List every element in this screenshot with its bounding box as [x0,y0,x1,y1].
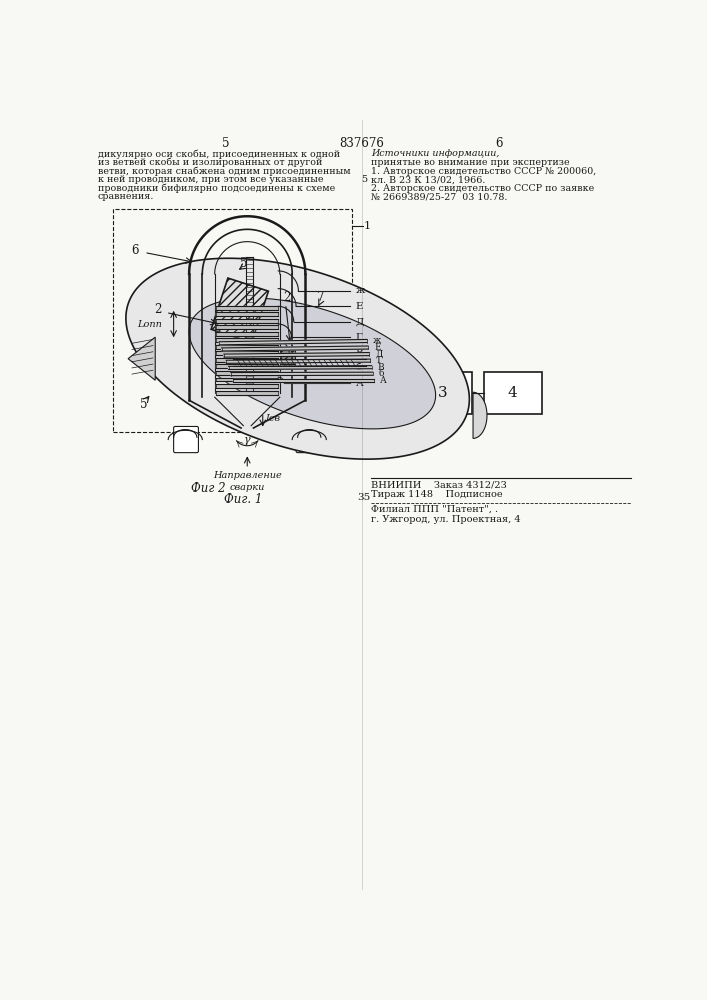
Polygon shape [216,364,279,368]
Text: ж: ж [373,336,381,345]
Text: 2: 2 [154,303,162,316]
Bar [281,350,296,364]
Text: Е: Е [356,302,363,311]
Text: Г: Г [377,356,382,365]
Polygon shape [216,312,279,316]
Text: Направление
сварки: Направление сварки [213,471,281,492]
Text: В: В [356,348,363,357]
Polygon shape [216,391,279,395]
Text: принятые во внимание при экспертизе: принятые во внимание при экспертизе [371,158,570,167]
Text: Д: Д [375,350,382,359]
Text: Е: Е [374,343,381,352]
FancyBboxPatch shape [174,426,199,453]
Text: Филиал ППП "Патент", .: Филиал ППП "Патент", . [371,505,498,514]
Text: 5: 5 [140,398,147,411]
Polygon shape [216,319,279,323]
Text: дикулярно оси скобы, присоединенных к одной: дикулярно оси скобы, присоединенных к од… [98,149,340,159]
Text: б: б [356,363,362,372]
Bar [414,372,472,414]
Polygon shape [221,346,368,351]
Text: из ветвей скобы и изолированных от другой: из ветвей скобы и изолированных от друго… [98,158,322,167]
Text: ветви, которая снабжена одним присоединенным: ветви, которая снабжена одним присоедине… [98,166,350,176]
Polygon shape [216,384,279,388]
Text: 2: 2 [284,291,291,304]
Polygon shape [128,337,156,380]
Text: А: А [356,379,363,388]
Text: б: б [379,369,385,378]
Polygon shape [219,339,367,345]
Polygon shape [224,353,369,357]
Bar [113,209,352,432]
Polygon shape [216,351,279,355]
Text: сравнения.: сравнения. [98,192,154,201]
Text: к ней проводником, при этом все указанные: к ней проводником, при этом все указанны… [98,175,323,184]
Text: В: В [378,363,385,372]
Polygon shape [473,392,487,438]
Text: 6: 6 [496,137,503,150]
Text: 5: 5 [240,257,248,270]
Text: Д: Д [356,317,364,326]
Polygon shape [216,345,279,349]
Text: 6: 6 [131,244,139,257]
Text: 1. Авторское свидетельство СССР № 200060,: 1. Авторское свидетельство СССР № 200060… [371,167,597,176]
Polygon shape [216,332,279,336]
Polygon shape [189,298,436,429]
Text: Тираж 1148    Подписное: Тираж 1148 Подписное [371,490,503,499]
Text: 837676: 837676 [339,137,385,150]
Text: γ: γ [244,435,250,445]
Text: 5: 5 [222,137,229,150]
Polygon shape [216,371,279,375]
Text: Iсв: Iсв [265,414,280,423]
Text: 35: 35 [357,493,370,502]
Text: ВНИИПИ    Заказ 4312/23: ВНИИПИ Заказ 4312/23 [371,480,507,489]
Text: 5: 5 [361,175,368,184]
Polygon shape [126,258,469,459]
Polygon shape [216,358,279,362]
Text: 1: 1 [363,221,370,231]
Polygon shape [216,325,279,329]
Text: 7: 7 [317,291,325,304]
Text: г. Ужгород, ул. Проектная, 4: г. Ужгород, ул. Проектная, 4 [371,515,521,524]
Text: 4: 4 [508,386,518,400]
Text: Фиг. 1: Фиг. 1 [224,493,262,506]
Polygon shape [216,306,279,310]
Text: Источники информации,: Источники информации, [371,149,500,158]
Bar [211,278,269,342]
Polygon shape [216,338,279,342]
Text: ж: ж [356,286,365,295]
Text: проводники бифилярно подсоединены к схеме: проводники бифилярно подсоединены к схем… [98,183,335,193]
Text: Lопп: Lопп [137,320,162,329]
Polygon shape [216,378,279,381]
Text: 3: 3 [438,386,448,400]
Bar [484,372,542,414]
Polygon shape [226,359,370,363]
Text: Фиг 2: Фиг 2 [191,482,226,495]
Polygon shape [233,379,374,382]
Text: Г: Г [356,333,363,342]
Polygon shape [228,366,372,369]
Text: кл. В 23 К 13/02, 1966.: кл. В 23 К 13/02, 1966. [371,175,486,184]
Polygon shape [231,372,373,376]
Text: А: А [380,376,387,385]
FancyBboxPatch shape [296,426,321,453]
Bar [211,278,269,342]
Text: № 2669389/25-27  03 10.78.: № 2669389/25-27 03 10.78. [371,192,508,201]
Text: 2. Авторское свидетельство СССР по заявке: 2. Авторское свидетельство СССР по заявк… [371,184,595,193]
